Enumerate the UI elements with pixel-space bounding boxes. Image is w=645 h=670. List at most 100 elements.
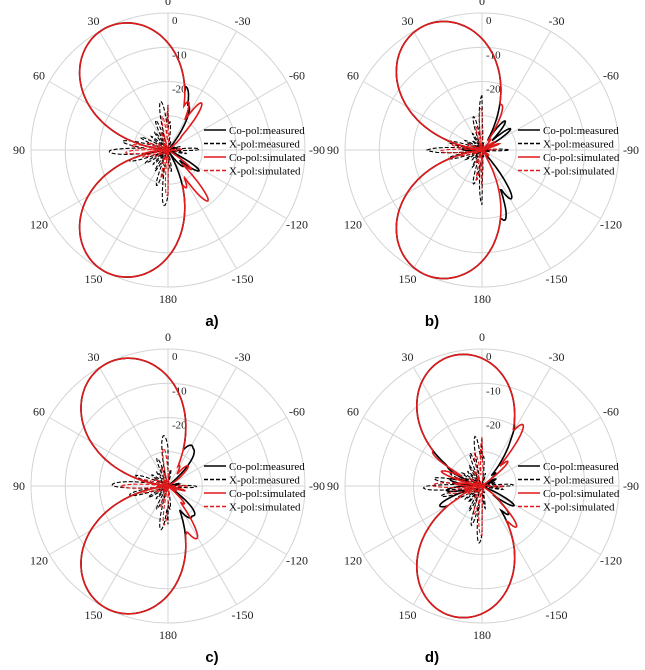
angle-tick-label: 150 bbox=[399, 272, 417, 286]
grid-spoke bbox=[481, 485, 551, 605]
legend-label: X-pol:simulated bbox=[229, 166, 301, 178]
angle-tick-label: -60 bbox=[289, 405, 305, 419]
angle-tick-label: -90 bbox=[623, 143, 639, 157]
legend: Co-pol:measured X-pol:measuredCo-pol:simu… bbox=[204, 125, 306, 178]
angle-tick-label: 30 bbox=[402, 350, 414, 364]
grid-spoke bbox=[167, 417, 287, 487]
panel-caption: c) bbox=[205, 649, 218, 666]
angle-tick-label: -30 bbox=[235, 14, 251, 28]
legend-label: X-pol:simulated bbox=[229, 502, 301, 514]
angle-tick-label: -60 bbox=[289, 69, 305, 83]
angle-tick-label: 150 bbox=[85, 608, 103, 622]
grid-spoke bbox=[99, 367, 169, 487]
panel-caption: a) bbox=[205, 313, 218, 330]
grid-spoke bbox=[99, 31, 169, 151]
grid-spoke bbox=[413, 31, 483, 151]
grid-spoke bbox=[413, 485, 483, 605]
series-line-x-pol-simulated bbox=[125, 105, 184, 197]
angle-tick-label: -90 bbox=[309, 143, 325, 157]
legend-label: X-pol:simulated bbox=[543, 502, 615, 514]
angle-tick-label: -90 bbox=[623, 479, 639, 493]
angle-tick-label: 120 bbox=[344, 218, 362, 232]
angle-tick-label: -120 bbox=[286, 218, 308, 232]
grid-spoke bbox=[167, 149, 237, 269]
legend-label: Co-pol:measured bbox=[229, 125, 305, 137]
panel-caption: b) bbox=[425, 313, 439, 330]
legend: Co-pol:measured X-pol:measuredCo-pol:simu… bbox=[204, 461, 306, 514]
legend-label: Co-pol:measured bbox=[543, 125, 619, 137]
series-line-co-pol-simulated bbox=[80, 357, 199, 615]
polar-chart-d: 0 -30 -60 -90 -120 -150 180 150 120 90 60 30 0 -10 -20… bbox=[327, 330, 639, 642]
series-line-co-pol-simulated bbox=[395, 20, 504, 280]
angle-tick-label: -60 bbox=[603, 69, 619, 83]
grid-spoke bbox=[167, 31, 237, 151]
angle-tick-label: 150 bbox=[399, 608, 417, 622]
angle-tick-label: 120 bbox=[30, 218, 48, 232]
legend: Co-pol:measured X-pol:measuredCo-pol:simu… bbox=[518, 461, 620, 514]
legend-label: Co-pol:simulated bbox=[543, 488, 620, 500]
angle-tick-label: 180 bbox=[159, 292, 177, 306]
series-line-x-pol-simulated bbox=[118, 447, 189, 526]
grid-spoke bbox=[99, 149, 169, 269]
angle-tick-label: 0 bbox=[479, 0, 485, 8]
angle-tick-label: -150 bbox=[546, 608, 568, 622]
angle-tick-label: -90 bbox=[309, 479, 325, 493]
angle-tick-label: 30 bbox=[88, 14, 100, 28]
series-line-co-pol-simulated bbox=[415, 353, 525, 619]
grid-spoke bbox=[167, 485, 237, 605]
angle-tick-label: -30 bbox=[549, 350, 565, 364]
radial-tick-label: -20 bbox=[172, 84, 187, 96]
legend-label: X-pol:simulated bbox=[543, 166, 615, 178]
radial-tick-label: 0 bbox=[172, 15, 178, 27]
angle-tick-label: 180 bbox=[473, 628, 491, 642]
grid-spoke bbox=[481, 149, 551, 269]
angle-tick-label: -120 bbox=[286, 554, 308, 568]
angle-tick-label: -150 bbox=[232, 272, 254, 286]
angle-tick-label: 180 bbox=[159, 628, 177, 642]
polar-chart-a: 0 -30 -60 -90 -120 -150 180 150 120 90 60 30 0 -10 -20… bbox=[13, 0, 325, 306]
angle-tick-label: 0 bbox=[479, 330, 485, 344]
legend-label: X-pol:measured bbox=[543, 475, 614, 487]
angle-tick-label: 60 bbox=[347, 69, 359, 83]
grid-spoke bbox=[167, 485, 287, 555]
angle-tick-label: -60 bbox=[603, 405, 619, 419]
angle-tick-label: 90 bbox=[327, 143, 339, 157]
angle-tick-label: 90 bbox=[13, 143, 25, 157]
angle-tick-label: 150 bbox=[85, 272, 103, 286]
grid-spoke bbox=[481, 367, 551, 487]
grid-spoke bbox=[49, 417, 169, 487]
angle-tick-label: 120 bbox=[30, 554, 48, 568]
legend-label: X-pol:measured bbox=[543, 139, 614, 151]
radial-tick-label: -20 bbox=[486, 84, 501, 96]
grid-spoke bbox=[49, 485, 169, 555]
radial-tick-label: -20 bbox=[172, 420, 187, 432]
radial-tick-label: -10 bbox=[172, 49, 187, 61]
grid-spoke bbox=[49, 149, 169, 219]
angle-tick-label: 180 bbox=[473, 292, 491, 306]
radial-tick-label: 0 bbox=[486, 351, 492, 363]
angle-tick-label: -30 bbox=[549, 14, 565, 28]
angle-tick-label: 60 bbox=[347, 405, 359, 419]
legend-label: Co-pol:measured bbox=[543, 461, 619, 473]
grid-spoke bbox=[481, 485, 601, 555]
radial-tick-label: -20 bbox=[486, 420, 501, 432]
legend-label: Co-pol:simulated bbox=[543, 152, 620, 164]
grid-spoke bbox=[99, 485, 169, 605]
panel-caption: d) bbox=[425, 649, 439, 666]
legend-label: X-pol:measured bbox=[229, 475, 300, 487]
series-line-x-pol-simulated bbox=[431, 437, 506, 537]
angle-tick-label: -150 bbox=[232, 608, 254, 622]
angle-tick-label: 60 bbox=[33, 405, 45, 419]
grid-spoke bbox=[413, 149, 483, 269]
angle-tick-label: -30 bbox=[235, 350, 251, 364]
angle-tick-label: 60 bbox=[33, 69, 45, 83]
angle-tick-label: 30 bbox=[88, 350, 100, 364]
angle-tick-label: 120 bbox=[344, 554, 362, 568]
angle-tick-label: -150 bbox=[546, 272, 568, 286]
grid-spoke bbox=[363, 485, 483, 555]
grid-spoke bbox=[363, 81, 483, 151]
legend: Co-pol:measured X-pol:measuredCo-pol:simu… bbox=[518, 125, 620, 178]
grid-spoke bbox=[363, 417, 483, 487]
